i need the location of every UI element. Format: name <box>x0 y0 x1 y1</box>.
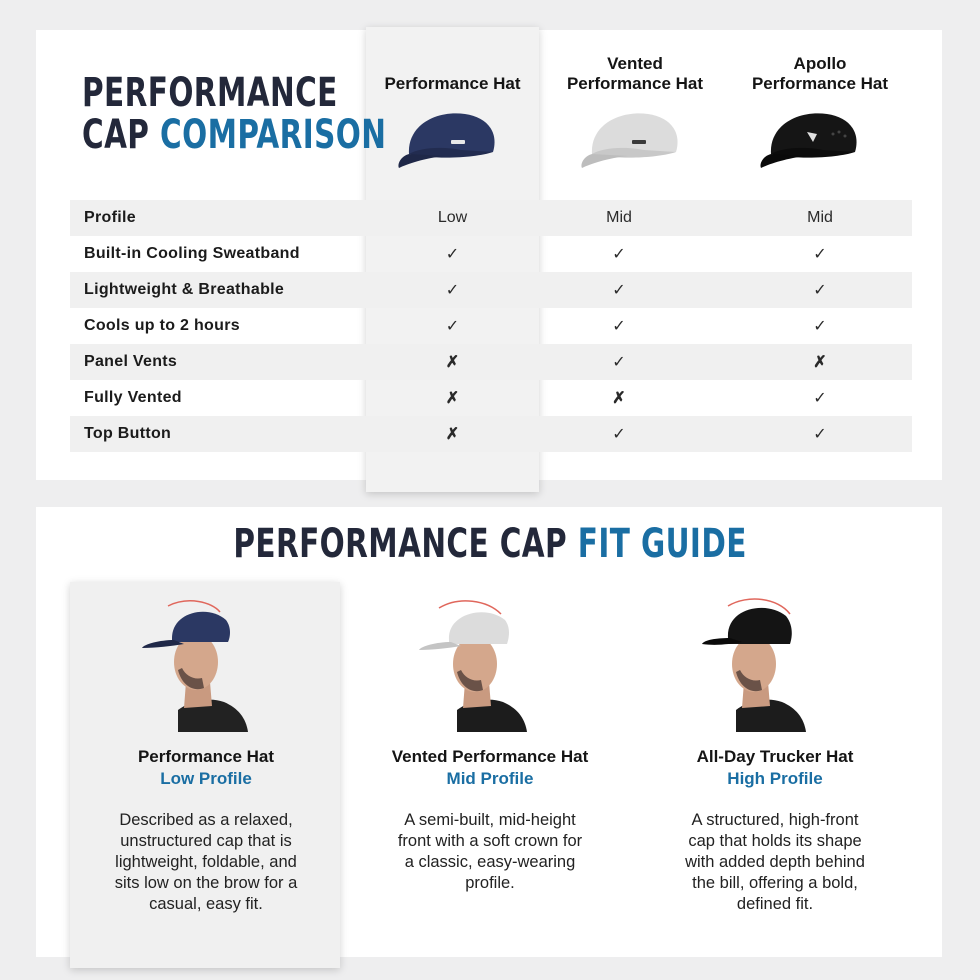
feature-label: Lightweight & Breathable <box>84 281 285 298</box>
apollo-performance-hat-image <box>760 113 857 168</box>
table-row: Built-in Cooling Sweatband ✓ ✓ ✓ <box>70 236 912 272</box>
low-profile-portrait <box>142 600 248 732</box>
check-icon: ✓ <box>813 390 827 407</box>
table-row: Fully Vented ✗ ✗ ✓ <box>70 380 912 416</box>
check-icon: ✓ <box>813 318 827 335</box>
check-icon: ✓ <box>612 246 626 263</box>
fit-card-all-day-trucker-hat: All-Day Trucker Hat High Profile A struc… <box>650 746 900 915</box>
check-icon: ✓ <box>612 354 626 371</box>
check-icon: ✓ <box>612 282 626 299</box>
comparison-table: Profile Low Mid Mid Built-in Cooling Swe… <box>70 200 912 452</box>
check-icon: ✓ <box>813 282 827 299</box>
feature-label: Profile <box>84 209 136 226</box>
check-icon: ✓ <box>445 282 460 299</box>
table-cell: Low <box>437 209 468 226</box>
column-header-apollo-performance-hat: Apollo Performance Hat <box>751 54 889 93</box>
fit-name: Performance Hat <box>137 747 275 766</box>
cross-icon: ✗ <box>445 426 460 443</box>
fit-description: Described as a relaxed, unstructured cap… <box>114 811 298 913</box>
fit-profile: Low Profile <box>160 769 252 788</box>
table-cell: Mid <box>807 209 833 226</box>
feature-label: Built-in Cooling Sweatband <box>84 245 300 262</box>
check-icon: ✓ <box>813 426 827 443</box>
check-icon: ✓ <box>445 318 460 335</box>
check-icon: ✓ <box>445 246 460 263</box>
fit-description: A semi-built, mid-height front with a so… <box>397 811 583 892</box>
cross-icon: ✗ <box>813 354 827 371</box>
fit-guide-title: PERFORMANCE CAP FIT GUIDE <box>233 521 747 567</box>
table-row: Lightweight & Breathable ✓ ✓ ✓ <box>70 272 912 308</box>
feature-label: Top Button <box>84 425 172 442</box>
highlight-column <box>366 27 539 492</box>
check-icon: ✓ <box>612 426 626 443</box>
cross-icon: ✗ <box>445 354 460 371</box>
table-row: Profile Low Mid Mid <box>70 200 912 236</box>
table-row: Top Button ✗ ✓ ✓ <box>70 416 912 452</box>
table-row: Cools up to 2 hours ✓ ✓ ✓ <box>70 308 912 344</box>
cross-icon: ✗ <box>612 390 626 407</box>
fit-card-vented-performance-hat: Vented Performance Hat Mid Profile A sem… <box>362 746 618 894</box>
table-row: Panel Vents ✗ ✓ ✗ <box>70 344 912 380</box>
fit-name: All-Day Trucker Hat <box>696 747 854 766</box>
mid-profile-portrait <box>419 600 527 732</box>
fit-name: Vented Performance Hat <box>391 747 589 766</box>
fit-description: A structured, high-front cap that holds … <box>685 811 865 913</box>
fit-card-performance-hat: Performance Hat Low Profile Described as… <box>82 746 330 915</box>
column-header-performance-hat: Performance Hat <box>384 74 521 93</box>
cross-icon: ✗ <box>445 390 460 407</box>
table-cell: Mid <box>606 209 632 226</box>
column-header-vented-performance-hat: Vented Performance Hat <box>566 54 704 93</box>
fit-profile: High Profile <box>727 769 823 788</box>
vented-performance-hat-image <box>581 113 678 168</box>
performance-hat-image <box>398 113 495 168</box>
check-icon: ✓ <box>813 246 827 263</box>
check-icon: ✓ <box>612 318 626 335</box>
feature-label: Cools up to 2 hours <box>84 317 240 334</box>
fit-profile: Mid Profile <box>446 769 534 788</box>
comparison-title: PERFORMANCE CAP COMPARISON <box>82 70 387 158</box>
high-profile-portrait <box>702 598 806 732</box>
feature-label: Panel Vents <box>84 353 178 370</box>
feature-label: Fully Vented <box>84 389 182 406</box>
